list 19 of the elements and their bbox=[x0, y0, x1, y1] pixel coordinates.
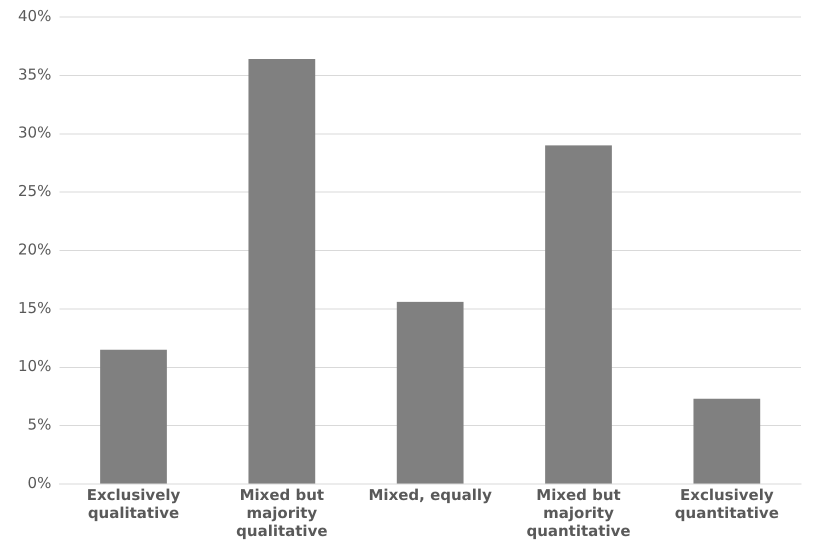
y-tick-label: 0% bbox=[28, 474, 52, 492]
y-tick-label: 30% bbox=[18, 124, 52, 142]
y-tick-label: 15% bbox=[18, 298, 52, 317]
y-tick-label: 10% bbox=[18, 357, 52, 376]
x-tick-label: Mixed but majority qualitative bbox=[236, 486, 328, 540]
bar bbox=[100, 350, 167, 484]
x-tick-label: Exclusively qualitative bbox=[86, 486, 181, 522]
y-tick-label: 25% bbox=[18, 182, 52, 200]
bar bbox=[693, 398, 760, 484]
bar bbox=[396, 302, 464, 484]
y-tick-label: 20% bbox=[18, 240, 52, 258]
x-tick-label: Mixed but majority quantitative bbox=[526, 486, 631, 540]
y-tick-label: 40% bbox=[18, 6, 52, 25]
x-tick-label: Mixed, equally bbox=[368, 486, 492, 504]
y-tick-label: 5% bbox=[28, 416, 52, 434]
bar bbox=[545, 145, 612, 484]
bar bbox=[248, 59, 316, 484]
y-tick-label: 35% bbox=[18, 65, 52, 84]
x-tick-label: Exclusively quantitative bbox=[674, 486, 779, 522]
